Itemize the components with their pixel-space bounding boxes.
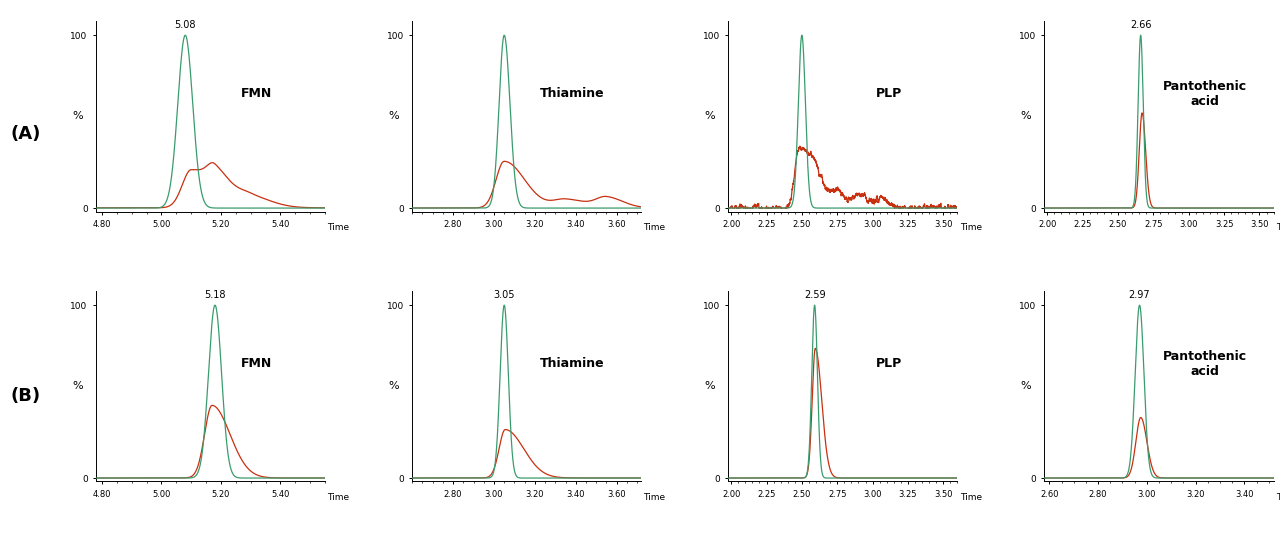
Text: Thiamine: Thiamine <box>540 357 605 370</box>
Text: Time: Time <box>1276 493 1280 502</box>
Text: (A): (A) <box>10 125 41 143</box>
Text: Time: Time <box>644 223 666 232</box>
Text: Time: Time <box>960 223 982 232</box>
Text: 2.59: 2.59 <box>804 290 826 300</box>
Text: Time: Time <box>960 493 982 502</box>
Text: %: % <box>73 111 83 121</box>
Text: %: % <box>1021 381 1032 392</box>
Text: PLP: PLP <box>876 357 902 370</box>
Text: %: % <box>389 381 399 392</box>
Text: Pantothenic
acid: Pantothenic acid <box>1162 350 1247 378</box>
Text: %: % <box>705 111 716 121</box>
Text: (B): (B) <box>10 387 41 405</box>
Text: Time: Time <box>328 493 349 502</box>
Text: PLP: PLP <box>876 87 902 100</box>
Text: 5.08: 5.08 <box>174 20 196 30</box>
Text: FMN: FMN <box>241 357 271 370</box>
Text: 3.05: 3.05 <box>494 290 515 300</box>
Text: Pantothenic
acid: Pantothenic acid <box>1162 80 1247 108</box>
Text: 2.97: 2.97 <box>1129 290 1151 300</box>
Text: %: % <box>705 381 716 392</box>
Text: %: % <box>1021 111 1032 121</box>
Text: Thiamine: Thiamine <box>540 87 605 100</box>
Text: %: % <box>389 111 399 121</box>
Text: 2.66: 2.66 <box>1130 20 1152 30</box>
Text: Time: Time <box>328 223 349 232</box>
Text: Time: Time <box>644 493 666 502</box>
Text: Time: Time <box>1276 223 1280 232</box>
Text: FMN: FMN <box>241 87 271 100</box>
Text: 5.18: 5.18 <box>205 290 225 300</box>
Text: %: % <box>73 381 83 392</box>
